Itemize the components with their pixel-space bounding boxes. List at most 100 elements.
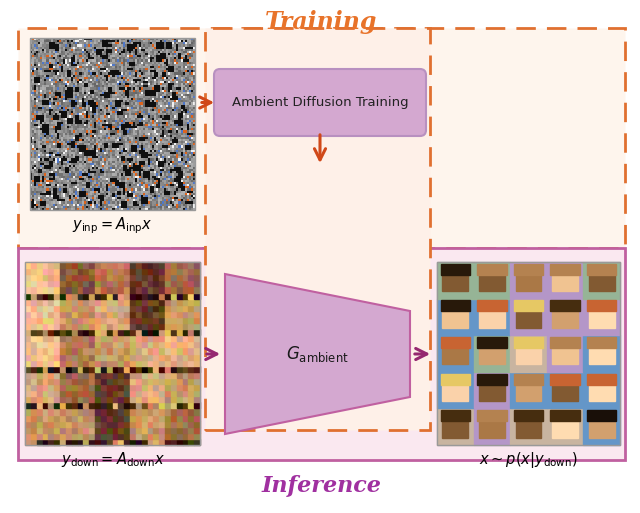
Bar <box>147 329 154 335</box>
Bar <box>479 379 505 401</box>
Bar <box>141 311 147 317</box>
Bar <box>89 366 95 372</box>
Bar <box>130 329 136 335</box>
Bar <box>77 427 83 433</box>
Bar <box>42 402 49 408</box>
Bar <box>141 262 147 268</box>
Bar <box>25 274 31 280</box>
Bar <box>107 415 113 421</box>
Bar <box>36 347 42 353</box>
Bar <box>516 379 541 401</box>
Bar <box>441 301 470 311</box>
Bar <box>25 384 31 390</box>
Bar <box>141 280 147 286</box>
Bar <box>25 390 31 396</box>
Bar <box>113 390 118 396</box>
Bar <box>83 280 89 286</box>
Bar <box>159 311 165 317</box>
Bar <box>66 384 72 390</box>
Bar <box>60 305 66 311</box>
Bar <box>95 305 101 311</box>
Bar <box>194 421 200 427</box>
Bar <box>83 286 89 292</box>
Bar <box>136 402 141 408</box>
Bar <box>136 390 141 396</box>
Bar <box>141 274 147 280</box>
Bar <box>72 439 77 445</box>
Bar <box>154 408 159 415</box>
Bar <box>113 323 118 329</box>
Bar <box>60 341 66 347</box>
Bar <box>177 408 182 415</box>
Bar <box>165 274 171 280</box>
Bar <box>42 439 49 445</box>
Bar <box>118 274 124 280</box>
Bar <box>147 421 154 427</box>
Bar <box>77 329 83 335</box>
Bar <box>182 372 188 378</box>
Bar <box>141 299 147 305</box>
Bar <box>60 311 66 317</box>
Bar <box>182 274 188 280</box>
Bar <box>118 353 124 360</box>
Bar <box>54 335 60 341</box>
Bar <box>25 372 31 378</box>
Bar <box>154 305 159 311</box>
Bar <box>118 299 124 305</box>
Bar <box>89 305 95 311</box>
Bar <box>95 317 101 323</box>
Bar <box>514 301 543 311</box>
Bar <box>54 384 60 390</box>
Bar <box>177 305 182 311</box>
Bar <box>147 353 154 360</box>
Bar <box>49 347 54 353</box>
Bar <box>479 306 505 328</box>
Bar <box>54 323 60 329</box>
Bar <box>124 347 130 353</box>
Bar <box>188 408 194 415</box>
Bar <box>89 335 95 341</box>
Bar <box>141 433 147 439</box>
Bar <box>154 384 159 390</box>
Bar <box>89 292 95 299</box>
Bar <box>154 415 159 421</box>
Bar <box>118 408 124 415</box>
Bar <box>118 378 124 384</box>
Bar <box>177 268 182 274</box>
Bar <box>36 286 42 292</box>
Bar <box>60 335 66 341</box>
Bar <box>182 292 188 299</box>
Bar <box>49 384 54 390</box>
Bar <box>101 311 107 317</box>
Bar <box>31 262 36 268</box>
Bar <box>124 396 130 402</box>
Bar <box>165 360 171 366</box>
Bar <box>130 268 136 274</box>
Bar <box>113 329 118 335</box>
Bar <box>95 396 101 402</box>
Bar <box>165 329 171 335</box>
Bar <box>77 292 83 299</box>
Bar <box>147 317 154 323</box>
Text: Training: Training <box>266 10 378 34</box>
Bar <box>130 323 136 329</box>
Bar <box>95 329 101 335</box>
Bar <box>42 353 49 360</box>
Bar <box>36 396 42 402</box>
Bar <box>154 323 159 329</box>
Bar <box>550 337 580 348</box>
Bar <box>66 439 72 445</box>
Bar <box>136 433 141 439</box>
Bar <box>165 408 171 415</box>
Bar <box>72 433 77 439</box>
Bar <box>18 248 625 460</box>
Bar <box>141 402 147 408</box>
Bar <box>83 402 89 408</box>
Bar <box>510 408 547 445</box>
Bar <box>514 337 543 348</box>
Bar <box>77 421 83 427</box>
Bar <box>188 433 194 439</box>
Bar <box>42 341 49 347</box>
Bar <box>147 335 154 341</box>
Bar <box>124 353 130 360</box>
